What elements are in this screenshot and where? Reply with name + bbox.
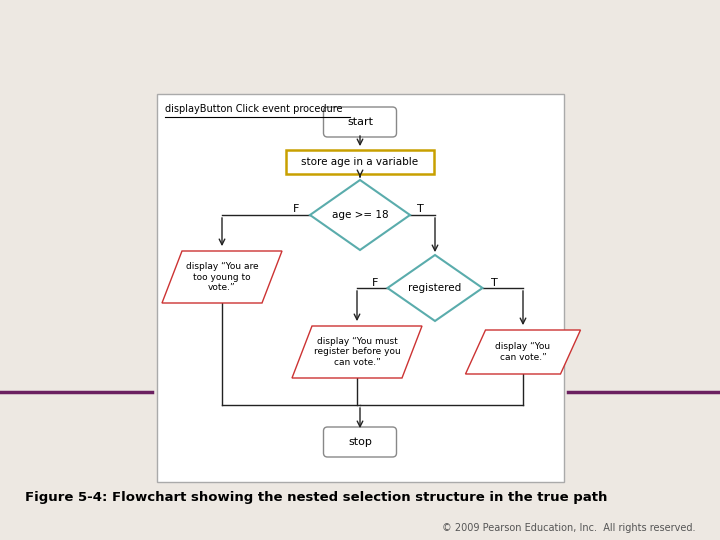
Text: displayButton Click event procedure: displayButton Click event procedure [165,104,343,114]
Bar [157,94,564,482]
FancyBboxPatch shape [323,427,397,457]
Polygon shape [466,330,580,374]
Text: Figure 5-4: Flowchart showing the nested selection structure in the true path: Figure 5-4: Flowchart showing the nested… [25,491,608,504]
Text: stop: stop [348,437,372,447]
Text: F: F [293,204,300,214]
Text: display “You are
too young to
vote.”: display “You are too young to vote.” [186,262,258,292]
Text: display “You must
register before you
can vote.”: display “You must register before you ca… [314,337,400,367]
Text: © 2009 Pearson Education, Inc.  All rights reserved.: © 2009 Pearson Education, Inc. All right… [441,523,695,533]
Text: age >= 18: age >= 18 [332,210,388,220]
Polygon shape [292,326,422,378]
Bar [286,150,434,174]
Text: start: start [347,117,373,127]
Text: F: F [372,278,379,288]
Polygon shape [162,251,282,303]
FancyBboxPatch shape [323,107,397,137]
Text: T: T [491,278,498,288]
Polygon shape [387,255,482,321]
Text: store age in a variable: store age in a variable [302,157,418,167]
Text: T: T [417,204,423,214]
Polygon shape [310,180,410,250]
Text: display “You
can vote.”: display “You can vote.” [495,342,551,362]
Text: registered: registered [408,283,462,293]
